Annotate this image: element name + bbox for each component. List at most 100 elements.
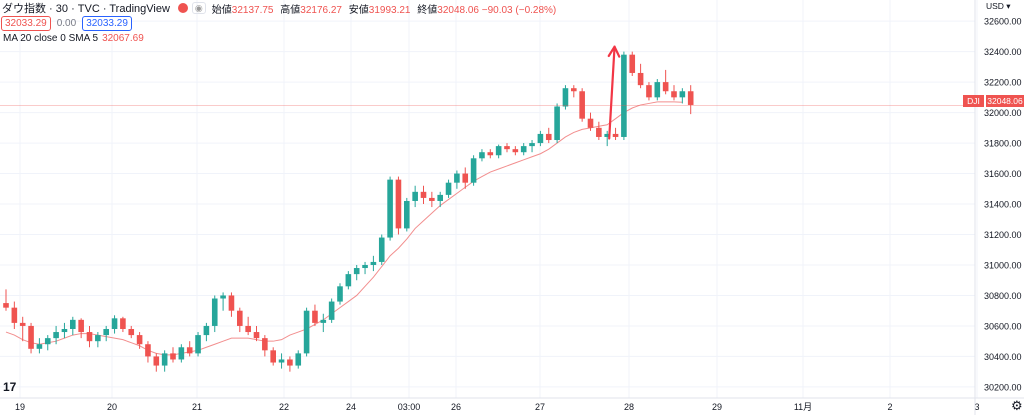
candle-body [103,329,109,335]
candle [629,52,635,76]
candle-body [621,55,627,137]
candle-body [655,82,661,97]
candle [229,292,235,316]
candle [287,356,293,371]
indicator-label: MA 20 close 0 SMA 5 [3,33,98,44]
candle [437,192,443,207]
candle-body [154,356,160,365]
candle [379,235,385,265]
candle [371,256,377,271]
candle [563,85,569,109]
candle-body [471,158,477,182]
ask-price[interactable]: 32033.29 [82,16,132,31]
candle [346,271,352,289]
candle [187,341,193,356]
candle-body [671,91,677,97]
candle-body [112,318,118,329]
x-tick-label: 26 [451,402,461,412]
eye-icon[interactable]: ◉ [192,2,206,14]
candle-body [53,332,59,338]
candle-body [12,308,18,323]
y-tick-label: 31600.00 [984,169,1022,179]
candle [429,192,435,207]
candle [496,145,502,159]
candle-body [488,152,494,155]
candle-body [462,174,468,183]
candle [245,317,251,335]
candle [20,317,26,341]
x-tick-label: 11月 [794,402,812,412]
arrow-annotation-layer [609,47,620,139]
candle-body [45,338,51,344]
y-tick-label: 32000.00 [984,108,1022,118]
y-tick-label: 32400.00 [984,47,1022,57]
candle-body [170,353,176,359]
candle-body [663,82,669,91]
indicator-value: 32067.69 [102,33,144,44]
tradingview-logo[interactable]: 17 [3,380,23,394]
candle-body [638,73,644,85]
candle-body [287,359,293,365]
candle-body [120,318,126,329]
candle-body [204,326,210,335]
candle-body [454,174,460,183]
candle-body [321,320,327,323]
candle-body [220,295,226,298]
arrow-shaft [609,47,614,139]
candle [120,317,126,332]
candle-body [270,350,276,362]
candle [646,82,652,100]
candle-body [137,335,143,344]
x-tick-label: 22 [279,402,289,412]
candle [304,308,310,357]
candle-body [354,268,360,274]
candle [212,295,218,332]
candle-body [295,353,301,365]
candle-body [37,344,43,349]
candle-body [571,88,577,91]
candle-body [95,335,101,341]
candle [62,323,68,338]
y-tick-label: 31000.00 [984,260,1022,270]
candle-body [312,311,318,323]
candle [571,85,577,97]
candle [270,347,276,365]
candle [3,289,9,310]
candle [655,79,661,100]
gear-icon[interactable]: ⚙ [1011,399,1023,413]
candle [680,88,686,103]
bid-ask-row: 32033.29 0.00 32033.29 [1,16,132,31]
candle [479,149,485,161]
candle-body [212,299,218,326]
y-tick-label: 30200.00 [984,382,1022,392]
candle-body [371,262,377,265]
candle [387,177,393,241]
x-tick-label: 03:00 [398,402,421,412]
candle-body [145,344,151,356]
symbol-title: ダウ指数 · 30 · TVC · TradingView [2,0,170,16]
candle-body [404,201,410,228]
candle-body [254,332,260,338]
candle [488,149,494,158]
candle [12,302,18,329]
indicator-legend[interactable]: MA 20 close 0 SMA 5 32067.69 [3,33,144,44]
candle [112,315,118,333]
candle [546,128,552,143]
candle-body [179,347,185,359]
x-tick-label: 21 [192,402,202,412]
candle [162,350,168,371]
candle-body [87,332,93,341]
candle-body [429,198,435,201]
y-tick-label: 31400.00 [984,200,1022,210]
candle-body [613,134,619,137]
candle-body [646,85,652,97]
candle-body [546,134,552,140]
candle [404,198,410,232]
candle-body [479,152,485,158]
candle [295,350,301,368]
candle-body [521,146,527,152]
bid-price[interactable]: 32033.29 [1,16,51,31]
ma-line [6,102,682,355]
